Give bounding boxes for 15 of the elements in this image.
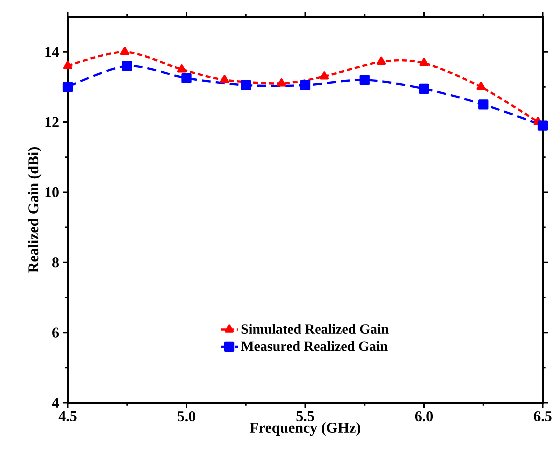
y-axis-title: Realized Gain (dBi) [28, 148, 42, 273]
x-tick-label: 5.0 [178, 412, 196, 422]
y-tick-label: 6 [52, 328, 60, 338]
y-tick-label: 10 [46, 187, 59, 198]
x-tick-label: 4.5 [58, 412, 77, 422]
x-tick-label: 5.5 [296, 412, 314, 422]
x-tick-label: 6.5 [534, 412, 552, 422]
x-axis-title: Frequency (GHz) [250, 422, 361, 436]
y-tick-label: 4 [52, 398, 60, 408]
y-tick-label: 12 [46, 117, 59, 128]
y-tick-label: 14 [46, 47, 60, 58]
legend-label: Measured Realized Gain [241, 341, 388, 352]
x-tick-label: 6.0 [415, 412, 434, 422]
y-tick-label: 8 [52, 258, 59, 268]
legend-label: Simulated Realized Gain [242, 324, 389, 334]
